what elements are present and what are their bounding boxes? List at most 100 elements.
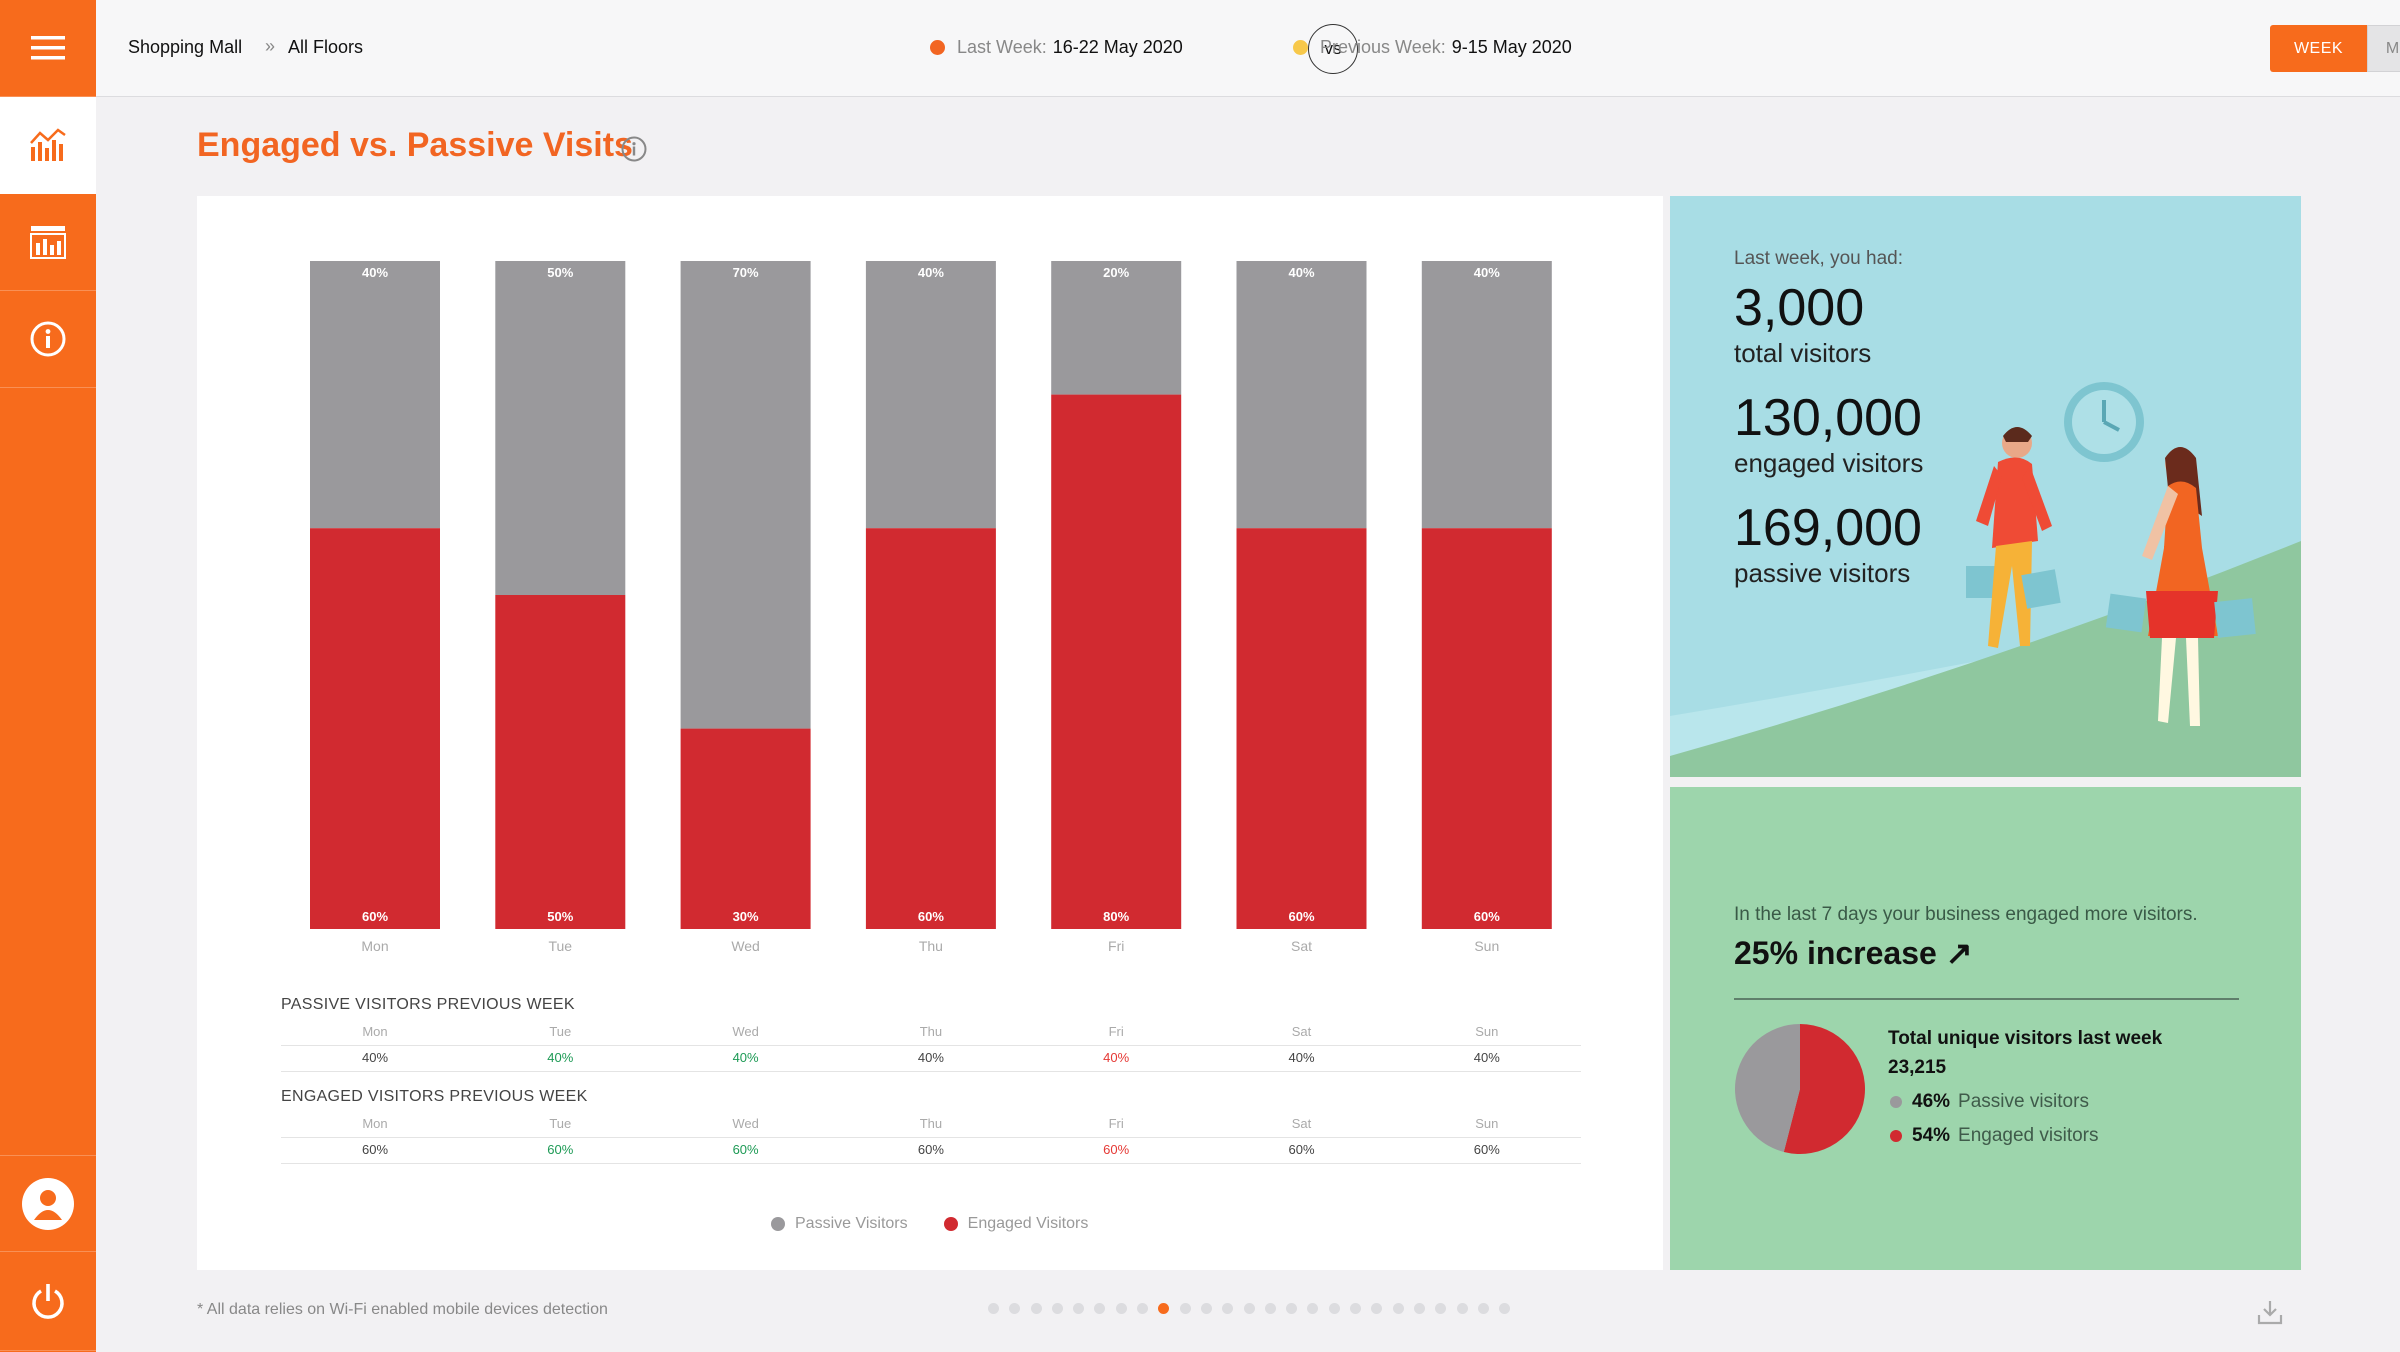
passive-visitors-value: 169,000 [1734, 499, 1922, 557]
breadcrumb-floor[interactable]: All Floors [288, 37, 364, 57]
page-dot[interactable] [1030, 1303, 1042, 1314]
bar-engaged-mon[interactable] [310, 528, 440, 929]
unique-visitors-pie [1735, 1024, 1865, 1154]
page-indicator [988, 1303, 1520, 1314]
download-icon[interactable] [2257, 1298, 2283, 1326]
page-dot[interactable] [1051, 1303, 1063, 1314]
menu-icon [31, 36, 65, 60]
bar-passive-tue[interactable] [495, 261, 626, 595]
increase-headline: 25% increase ↗ [1734, 935, 1973, 971]
table-value-cell: 40% [1103, 1050, 1130, 1065]
bar-label-passive-wed: 70% [733, 265, 759, 280]
sidebar-item-logout[interactable] [0, 1254, 96, 1351]
pie-legend-passive-pct: 46% [1912, 1091, 1951, 1112]
page-dot[interactable] [1328, 1303, 1340, 1314]
bar-label-passive-fri: 20% [1103, 265, 1129, 280]
bar-engaged-sun[interactable] [1421, 528, 1552, 929]
passive-visitors-label: passive visitors [1734, 558, 1911, 588]
breadcrumb-mall[interactable]: Shopping Mall [128, 37, 243, 57]
bar-passive-sun[interactable] [1421, 261, 1552, 529]
table-value-cell: 60% [1103, 1142, 1130, 1157]
menu-button[interactable] [0, 0, 96, 97]
table-value-cell: 60% [917, 1142, 944, 1157]
x-tick-label-wed: Wed [731, 938, 760, 954]
period-toggle: WEEK MONTH [2270, 25, 2400, 72]
bar-engaged-tue[interactable] [495, 595, 626, 929]
week-button[interactable]: WEEK [2270, 25, 2367, 72]
page-dot[interactable] [1137, 1303, 1149, 1314]
page-dot[interactable] [1009, 1303, 1021, 1314]
bar-engaged-sat[interactable] [1236, 528, 1367, 929]
breadcrumb-separator: » [265, 36, 276, 56]
bar-passive-wed[interactable] [680, 261, 811, 729]
last-week-range: 16-22 May 2020 [1052, 37, 1183, 57]
page-dot[interactable] [1392, 1303, 1404, 1314]
page-dot[interactable] [1094, 1303, 1106, 1314]
page-dot[interactable] [1200, 1303, 1212, 1314]
table-value-cell: 60% [1473, 1142, 1500, 1157]
table-value-cell: 40% [917, 1050, 944, 1065]
table-day-cell: Fri [1108, 1116, 1124, 1131]
title-info-icon[interactable] [620, 135, 648, 163]
page-dot[interactable] [1286, 1303, 1298, 1314]
table-day-cell: Mon [362, 1024, 388, 1039]
table-day-cell: Tue [549, 1116, 572, 1131]
page-dot[interactable] [1158, 1303, 1170, 1314]
page-dot[interactable] [1499, 1303, 1511, 1314]
bar-label-passive-sun: 40% [1474, 265, 1500, 280]
bar-label-passive-thu: 40% [918, 265, 944, 280]
page-dot[interactable] [1477, 1303, 1489, 1314]
sidebar-item-profile[interactable] [0, 1155, 96, 1252]
info-icon [30, 321, 66, 357]
engaged-visitors-value: 130,000 [1734, 389, 1922, 447]
bar-engaged-wed[interactable] [680, 728, 811, 929]
table-day-cell: Wed [732, 1116, 759, 1131]
page-dot[interactable] [1456, 1303, 1468, 1314]
page-dot[interactable] [1222, 1303, 1234, 1314]
bar-label-engaged-sun: 60% [1474, 909, 1500, 924]
x-tick-label-tue: Tue [548, 938, 572, 954]
bar-engaged-fri[interactable] [1051, 394, 1182, 930]
user-icon [22, 1177, 74, 1230]
bar-passive-mon[interactable] [310, 261, 440, 529]
last-week-dot [930, 40, 945, 55]
passive-prev-week-title: PASSIVE VISITORS PREVIOUS WEEK [281, 996, 575, 1013]
previous-week-label: Previous Week: [1320, 37, 1446, 57]
increase-panel: In the last 7 days your business engaged… [1670, 787, 2301, 1270]
table-value-cell: 60% [1288, 1142, 1315, 1157]
table-value-cell: 40% [547, 1050, 574, 1065]
bar-engaged-thu[interactable] [865, 528, 996, 929]
page-dot[interactable] [1264, 1303, 1276, 1314]
bar-label-engaged-sat: 60% [1288, 909, 1314, 924]
page-dot[interactable] [1179, 1303, 1191, 1314]
month-button[interactable]: MONTH [2367, 25, 2400, 72]
page-dot[interactable] [1413, 1303, 1425, 1314]
page-dot[interactable] [1350, 1303, 1362, 1314]
pie-legend-engaged: 54% Engaged visitors [1890, 1125, 2099, 1147]
unique-visitors-title: Total unique visitors last week [1888, 1028, 2163, 1049]
page-dot[interactable] [1115, 1303, 1127, 1314]
page-dot[interactable] [988, 1303, 999, 1314]
bar-passive-sat[interactable] [1236, 261, 1367, 529]
table-divider [281, 1045, 1581, 1046]
bar-chart-icon [30, 226, 66, 259]
previous-week-dot [1293, 40, 1308, 55]
pie-legend-engaged-pct: 54% [1912, 1125, 1951, 1146]
sidebar-item-reports[interactable] [0, 194, 96, 291]
sidebar-item-info[interactable] [0, 291, 96, 388]
bar-label-engaged-wed: 30% [733, 909, 759, 924]
page-dot[interactable] [1435, 1303, 1447, 1314]
page-dot[interactable] [1371, 1303, 1383, 1314]
bar-label-engaged-fri: 80% [1103, 909, 1129, 924]
power-icon [32, 1284, 64, 1319]
bar-passive-fri[interactable] [1051, 261, 1182, 395]
bar-label-passive-tue: 50% [547, 265, 573, 280]
sidebar-item-analytics[interactable] [0, 97, 96, 194]
bar-passive-thu[interactable] [865, 261, 996, 529]
engaged-prev-week-title: ENGAGED VISITORS PREVIOUS WEEK [281, 1088, 588, 1105]
page-dot[interactable] [1243, 1303, 1255, 1314]
page-dot[interactable] [1073, 1303, 1085, 1314]
page-dot[interactable] [1307, 1303, 1319, 1314]
engaged-prev-week-days: Mon Tue Wed Thu Fri Sat Sun [281, 1114, 1581, 1138]
table-value-cell: 40% [1473, 1050, 1500, 1065]
